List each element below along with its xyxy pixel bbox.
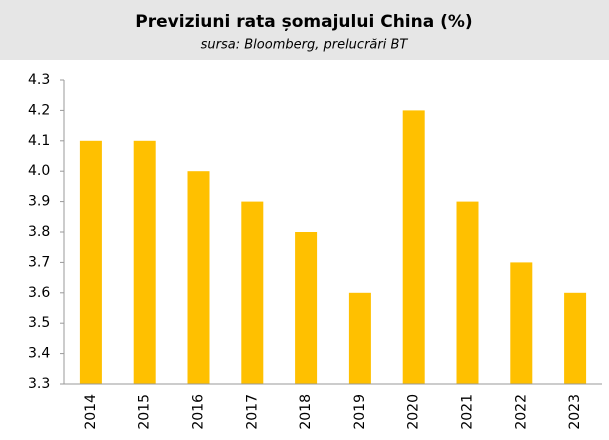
y-tick-label: 3.9 bbox=[28, 194, 50, 210]
y-tick-label: 3.3 bbox=[28, 376, 50, 392]
x-tick-label: 2014 bbox=[83, 394, 99, 430]
bar bbox=[348, 292, 371, 384]
chart-subtitle: sursa: Bloomberg, prelucrări BT bbox=[201, 38, 409, 53]
x-tick-label: 2015 bbox=[137, 394, 153, 430]
bar bbox=[564, 292, 587, 384]
x-tick-label: 2017 bbox=[244, 394, 260, 430]
bar bbox=[456, 201, 479, 384]
header-band bbox=[0, 0, 609, 60]
y-tick-label: 4.0 bbox=[28, 163, 50, 179]
x-tick-label: 2018 bbox=[298, 394, 314, 430]
y-tick-label: 4.3 bbox=[28, 72, 50, 88]
x-tick-label: 2016 bbox=[191, 394, 207, 430]
chart-title: Previziuni rata șomajului China (%) bbox=[135, 12, 472, 32]
bar bbox=[295, 232, 318, 384]
x-tick-label: 2021 bbox=[460, 394, 476, 430]
y-tick-label: 3.7 bbox=[28, 254, 50, 270]
x-tick-label: 2020 bbox=[406, 394, 422, 430]
x-tick-label: 2023 bbox=[567, 394, 583, 430]
y-tick-label: 3.6 bbox=[28, 285, 50, 301]
y-tick-label: 4.1 bbox=[28, 133, 50, 149]
bar bbox=[402, 110, 425, 385]
y-tick-label: 3.5 bbox=[28, 315, 50, 331]
x-tick-label: 2022 bbox=[513, 394, 529, 430]
y-tick-label: 3.4 bbox=[28, 346, 50, 362]
y-tick-label: 4.2 bbox=[28, 102, 50, 118]
y-tick-label: 3.8 bbox=[28, 224, 50, 240]
bar bbox=[133, 140, 156, 384]
x-tick-label: 2019 bbox=[352, 394, 368, 430]
bar bbox=[510, 262, 533, 384]
bar bbox=[187, 171, 210, 384]
bar bbox=[79, 140, 102, 384]
bar bbox=[241, 201, 264, 384]
